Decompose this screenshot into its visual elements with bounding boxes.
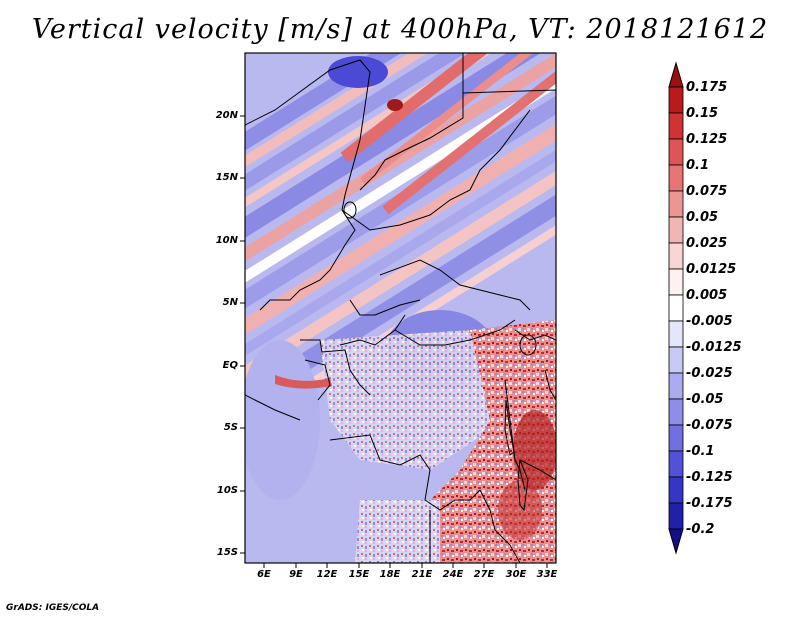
colorbar-label: -0.0125 <box>686 340 742 355</box>
colorbar <box>668 61 684 555</box>
colorbar-label: 0.1 <box>686 158 710 173</box>
credit-text: GrADS: IGES/COLA <box>6 603 100 613</box>
colorbar-label: 0.025 <box>686 236 728 251</box>
lon-label: 9E <box>289 569 303 580</box>
lon-label: 30E <box>505 569 527 580</box>
lon-label: 6E <box>257 569 271 580</box>
colorbar-label: -0.05 <box>686 392 724 407</box>
lat-label: 15N <box>215 172 238 183</box>
lon-label: 27E <box>473 569 495 580</box>
colorbar-label: -0.075 <box>686 418 733 433</box>
lat-label: 5N <box>222 297 238 308</box>
colorbar-label: 0.15 <box>686 106 719 121</box>
lon-label: 12E <box>316 569 338 580</box>
colorbar-label: 0.075 <box>686 184 728 199</box>
colorbar-label: 0.05 <box>686 210 719 225</box>
lat-label: 10N <box>215 235 238 246</box>
lon-label: 21E <box>411 569 433 580</box>
colorbar-label: 0.175 <box>686 80 728 95</box>
colorbar-label: 0.005 <box>686 288 728 303</box>
colorbar-label: -0.175 <box>686 496 733 511</box>
lat-label: 20N <box>215 110 238 121</box>
axis-ticks <box>240 115 548 568</box>
colorbar-label: -0.005 <box>686 314 733 329</box>
lakes <box>343 201 537 512</box>
colorbar-label: -0.2 <box>686 522 715 537</box>
colorbar-label: 0.0125 <box>686 262 737 277</box>
colorbar-label: -0.1 <box>686 444 715 459</box>
lon-label: 18E <box>379 569 401 580</box>
colorbar-label: 0.125 <box>686 132 728 147</box>
lat-label: 5S <box>223 422 238 433</box>
map-frame <box>244 52 557 564</box>
colorbar-label: -0.125 <box>686 470 733 485</box>
lon-label: 15E <box>348 569 370 580</box>
lat-label: 15S <box>216 547 238 558</box>
lat-label: EQ <box>222 360 238 371</box>
lat-label: 10S <box>216 485 238 496</box>
lon-label: 33E <box>536 569 558 580</box>
map-title: Vertical velocity [m/s] at 400hPa, VT: 2… <box>31 14 769 45</box>
country-borders <box>245 53 556 563</box>
field-shading <box>245 53 556 563</box>
lon-label: 24E <box>442 569 464 580</box>
colorbar-label: -0.025 <box>686 366 733 381</box>
